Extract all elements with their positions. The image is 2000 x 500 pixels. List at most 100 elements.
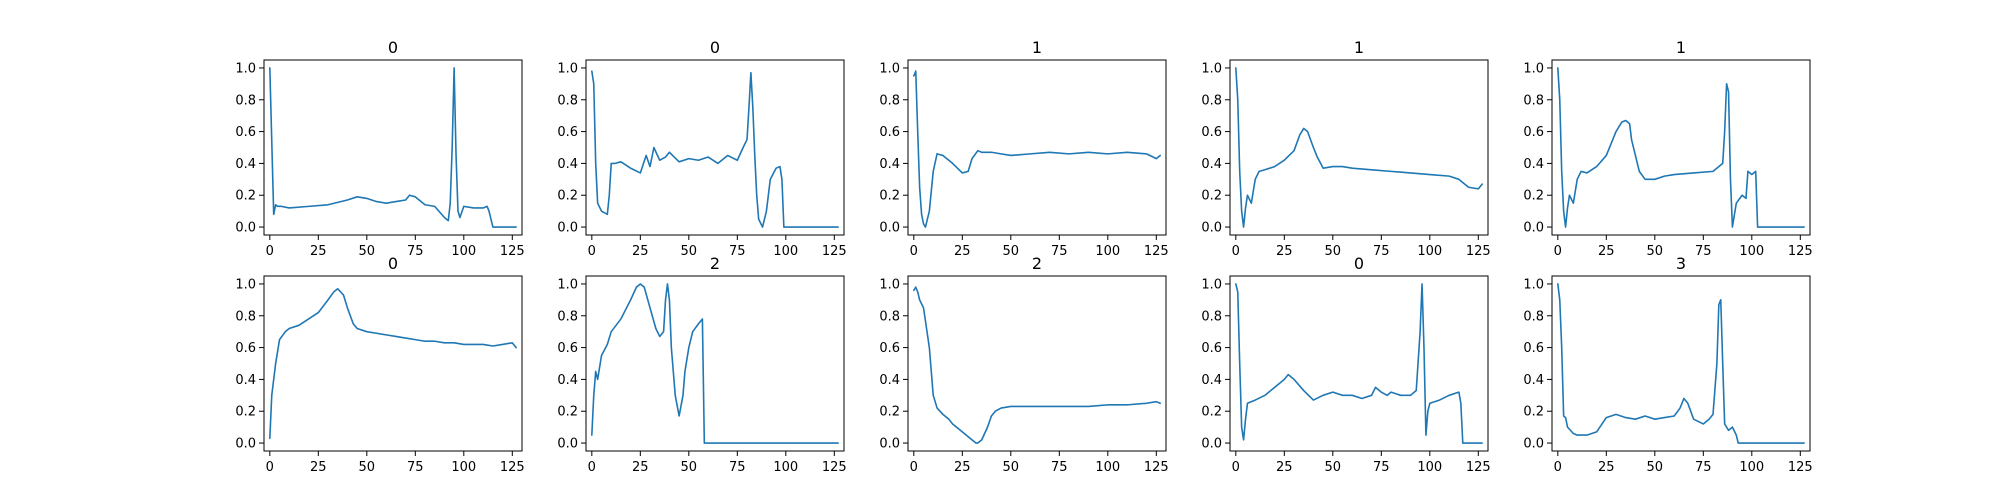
y-tick-label: 0.2 [879, 405, 900, 420]
x-tick-label: 100 [1739, 244, 1764, 259]
y-tick-label: 0.8 [1201, 93, 1222, 108]
y-tick-label: 0.6 [557, 341, 578, 356]
x-tick-label: 25 [1276, 460, 1293, 475]
y-tick-label: 0.6 [1201, 125, 1222, 140]
subplot-title: 0 [710, 38, 720, 57]
series-line [269, 287, 517, 440]
x-tick-label: 0 [266, 460, 274, 475]
subplot-8: 0 25 50 75 100 125 0.0 0.2 0.4 0.6 0.8 1.0 0 [1201, 254, 1490, 475]
x-tick-label: 100 [1095, 244, 1120, 259]
y-tick-label: 0.6 [1523, 125, 1544, 140]
subplot-0: 0 25 50 75 100 125 0.0 0.2 0.4 0.6 0.8 1.0 0 [235, 38, 524, 259]
y-tick-label: 0.2 [235, 189, 256, 204]
y-tick-label: 0.8 [557, 309, 578, 324]
series-line [1557, 67, 1805, 228]
x-tick-label: 50 [681, 244, 698, 259]
y-tick-label: 0.6 [557, 125, 578, 140]
x-tick-label: 25 [632, 460, 649, 475]
y-tick-label: 0.4 [235, 157, 256, 172]
series-line [591, 70, 839, 228]
subplot-title: 2 [1032, 254, 1042, 273]
subplot-9: 0 25 50 75 100 125 0.0 0.2 0.4 0.6 0.8 1.0 3 [1523, 254, 1812, 475]
y-tick-label: 0.4 [235, 373, 256, 388]
subplot-1: 0 25 50 75 100 125 0.0 0.2 0.4 0.6 0.8 1.0 0 [557, 38, 846, 259]
plot-frame [907, 59, 1167, 236]
plot-frame [585, 59, 845, 236]
y-tick-label: 0.0 [557, 437, 578, 452]
y-tick-label: 1.0 [557, 277, 578, 292]
x-tick-label: 100 [773, 244, 798, 259]
x-tick-label: 75 [729, 244, 746, 259]
subplot-7: 0 25 50 75 100 125 0.0 0.2 0.4 0.6 0.8 1.0 2 [879, 254, 1168, 475]
y-tick-label: 0.4 [557, 157, 578, 172]
x-tick-label: 75 [1051, 244, 1068, 259]
x-tick-label: 25 [1276, 244, 1293, 259]
y-tick-label: 0.8 [1523, 309, 1544, 324]
x-tick-label: 0 [588, 244, 596, 259]
x-tick-label: 75 [1051, 460, 1068, 475]
x-tick-label: 100 [451, 460, 476, 475]
x-tick-label: 0 [910, 244, 918, 259]
x-tick-label: 125 [1144, 244, 1169, 259]
y-tick-label: 0.2 [235, 405, 256, 420]
x-tick-label: 100 [1417, 460, 1442, 475]
y-tick-label: 0.0 [1523, 437, 1544, 452]
x-tick-label: 100 [1095, 460, 1120, 475]
series-line [591, 283, 839, 444]
x-tick-label: 75 [729, 460, 746, 475]
x-tick-label: 125 [1788, 460, 1813, 475]
y-tick-label: 0.8 [879, 93, 900, 108]
y-tick-label: 0.2 [557, 189, 578, 204]
y-tick-label: 0.4 [879, 373, 900, 388]
x-tick-label: 0 [1232, 460, 1240, 475]
y-tick-label: 0.0 [1201, 221, 1222, 236]
x-tick-label: 100 [1417, 244, 1442, 259]
x-tick-label: 25 [1598, 460, 1615, 475]
y-tick-label: 1.0 [235, 61, 256, 76]
y-tick-label: 0.8 [1523, 93, 1544, 108]
y-tick-label: 0.2 [557, 405, 578, 420]
y-tick-label: 0.6 [235, 341, 256, 356]
y-tick-label: 0.6 [1523, 341, 1544, 356]
x-tick-label: 0 [910, 460, 918, 475]
subplot-6: 0 25 50 75 100 125 0.0 0.2 0.4 0.6 0.8 1.0 2 [557, 254, 846, 475]
y-tick-label: 1.0 [1201, 61, 1222, 76]
y-tick-label: 0.0 [235, 437, 256, 452]
subplot-3: 0 25 50 75 100 125 0.0 0.2 0.4 0.6 0.8 1.0 1 [1201, 38, 1490, 259]
x-tick-label: 0 [1554, 460, 1562, 475]
x-tick-label: 125 [1144, 460, 1169, 475]
plot-frame [1229, 275, 1489, 452]
y-tick-label: 0.2 [879, 189, 900, 204]
plot-frame [1551, 275, 1811, 452]
y-tick-label: 0.0 [1201, 437, 1222, 452]
subplot-title: 1 [1032, 38, 1042, 57]
y-tick-label: 0.6 [879, 125, 900, 140]
x-tick-label: 125 [1466, 244, 1491, 259]
x-tick-label: 75 [1695, 244, 1712, 259]
subplot-5: 0 25 50 75 100 125 0.0 0.2 0.4 0.6 0.8 1.0 0 [235, 254, 524, 475]
y-tick-label: 0.8 [879, 309, 900, 324]
x-tick-label: 125 [822, 460, 847, 475]
series-line [1235, 283, 1483, 444]
x-tick-label: 50 [1003, 244, 1020, 259]
x-tick-label: 50 [1325, 460, 1342, 475]
x-tick-label: 75 [1373, 460, 1390, 475]
x-tick-label: 125 [500, 460, 525, 475]
x-tick-label: 50 [1003, 460, 1020, 475]
x-tick-label: 25 [310, 460, 327, 475]
y-tick-label: 0.0 [879, 221, 900, 236]
x-tick-label: 125 [1788, 244, 1813, 259]
y-tick-label: 0.4 [1201, 373, 1222, 388]
plot-frame [263, 59, 523, 236]
plot-frame [907, 275, 1167, 452]
x-tick-label: 50 [359, 244, 376, 259]
subplot-2: 0 25 50 75 100 125 0.0 0.2 0.4 0.6 0.8 1.0 1 [879, 38, 1168, 259]
x-tick-label: 125 [1466, 460, 1491, 475]
x-tick-label: 50 [681, 460, 698, 475]
x-tick-label: 25 [310, 244, 327, 259]
y-tick-label: 1.0 [557, 61, 578, 76]
series-line [269, 67, 517, 228]
x-tick-label: 25 [954, 244, 971, 259]
y-tick-label: 0.4 [1523, 157, 1544, 172]
